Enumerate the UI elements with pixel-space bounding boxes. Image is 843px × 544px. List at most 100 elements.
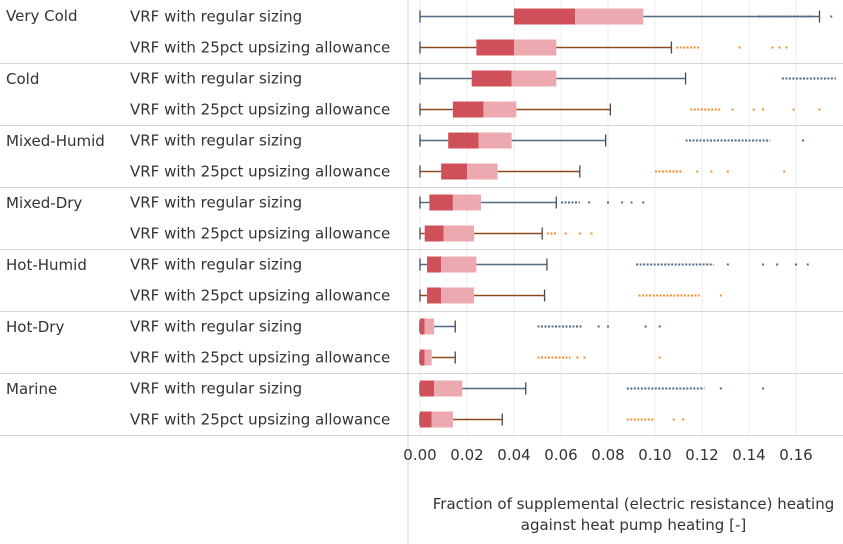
outlier-point — [726, 263, 729, 266]
outlier-point — [672, 418, 675, 421]
outlier-point — [802, 139, 805, 142]
box-lower — [441, 163, 467, 180]
box-upper — [441, 287, 475, 304]
box-upper — [434, 380, 463, 397]
x-tick-label: 0.14 — [732, 446, 765, 464]
outlier-point — [762, 108, 765, 111]
box-lower — [420, 349, 425, 366]
outlier-point — [785, 46, 788, 49]
group-label: Very Cold — [6, 7, 77, 25]
row-labels: Very Cold VRF with regular sizing VRF with… — [6, 7, 390, 429]
outlier-point — [590, 232, 593, 235]
x-axis: 0.00 0.02 0.04 0.06 0.08 0.10 0.12 0.14 0.16 Frac… — [403, 446, 834, 534]
outlier-point — [576, 356, 579, 359]
box-upper — [514, 39, 557, 56]
box-upper — [478, 132, 512, 149]
series-label: VRF with regular sizing — [130, 318, 302, 336]
x-axis-title-line: against heat pump heating [-] — [521, 516, 746, 534]
box-lower — [476, 39, 514, 56]
series-label: VRF with regular sizing — [130, 8, 302, 26]
x-tick-label: 0.00 — [403, 446, 436, 464]
outlier-point — [564, 232, 567, 235]
outlier-point — [607, 325, 609, 328]
series-label: VRF with 25pct upsizing allowance — [130, 349, 390, 367]
outlier-point — [771, 46, 774, 49]
box-lower — [420, 318, 425, 335]
box-lower — [427, 256, 442, 273]
outlier-point — [644, 325, 647, 328]
x-axis-title-line: Fraction of supplemental (electric resis… — [433, 495, 834, 513]
series-label: VRF with 25pct upsizing allowance — [130, 225, 390, 243]
outlier-point — [795, 263, 797, 266]
x-tick-label: 0.12 — [685, 446, 718, 464]
outlier-point — [783, 170, 786, 173]
outlier-point — [719, 294, 722, 297]
outlier-point — [762, 263, 765, 266]
outlier-point — [710, 170, 713, 173]
outlier-point — [778, 46, 781, 49]
box-lower — [514, 8, 576, 25]
group-label: Cold — [6, 70, 39, 88]
group-label: Marine — [6, 380, 57, 398]
outlier-point — [806, 263, 809, 266]
box-upper — [483, 101, 517, 118]
outlier-point — [597, 325, 600, 328]
box-lower — [420, 380, 435, 397]
outlier-point — [818, 108, 821, 111]
outlier-point — [752, 108, 755, 111]
box-upper — [575, 8, 644, 25]
box-lower — [420, 411, 432, 428]
box-lower — [429, 194, 453, 211]
outlier-point — [658, 356, 661, 359]
series-label: VRF with 25pct upsizing allowance — [130, 287, 390, 305]
series-label: VRF with regular sizing — [130, 256, 302, 274]
series-label: VRF with 25pct upsizing allowance — [130, 101, 390, 119]
outlier-point — [583, 356, 586, 359]
outlier-point — [762, 387, 765, 390]
series-label: VRF with regular sizing — [130, 70, 302, 88]
group-label: Hot-Humid — [6, 256, 87, 274]
box-upper — [431, 411, 453, 428]
outlier-point — [588, 201, 591, 204]
outlier-point — [607, 201, 609, 204]
series-label: VRF with regular sizing — [130, 132, 302, 150]
outlier-point — [792, 108, 795, 111]
outlier-point — [696, 170, 699, 173]
outlier-point — [776, 263, 779, 266]
x-tick-label: 0.06 — [544, 446, 577, 464]
outlier-point — [630, 201, 633, 204]
outlier-point — [731, 108, 734, 111]
series-label: VRF with regular sizing — [130, 380, 302, 398]
box-lower — [471, 70, 512, 87]
box-upper — [467, 163, 498, 180]
group-label: Mixed-Dry — [6, 194, 82, 212]
series-label: VRF with regular sizing — [130, 194, 302, 212]
box-upper — [452, 194, 482, 211]
outlier-point — [830, 15, 833, 18]
x-tick-label: 0.02 — [450, 446, 483, 464]
grid-layer — [419, 0, 797, 437]
box-upper — [424, 318, 435, 335]
group-label: Hot-Dry — [6, 318, 64, 336]
group-label: Mixed-Humid — [6, 132, 105, 150]
box-lower — [452, 101, 484, 118]
series-label: VRF with 25pct upsizing allowance — [130, 411, 390, 429]
x-tick-label: 0.16 — [779, 446, 812, 464]
plot-area — [419, 8, 836, 428]
outlier-point — [726, 170, 729, 173]
box-upper — [441, 256, 477, 273]
x-tick-label: 0.04 — [497, 446, 530, 464]
box-lower — [424, 225, 444, 242]
x-tick-label: 0.08 — [591, 446, 624, 464]
series-label: VRF with 25pct upsizing allowance — [130, 163, 390, 181]
outlier-point — [621, 201, 624, 204]
x-tick-label: 0.10 — [638, 446, 671, 464]
box-upper — [424, 349, 432, 366]
outlier-point — [578, 232, 581, 235]
series-label: VRF with 25pct upsizing allowance — [130, 39, 390, 57]
outlier-point — [642, 201, 645, 204]
box-upper — [511, 70, 557, 87]
outlier-point — [738, 46, 741, 49]
